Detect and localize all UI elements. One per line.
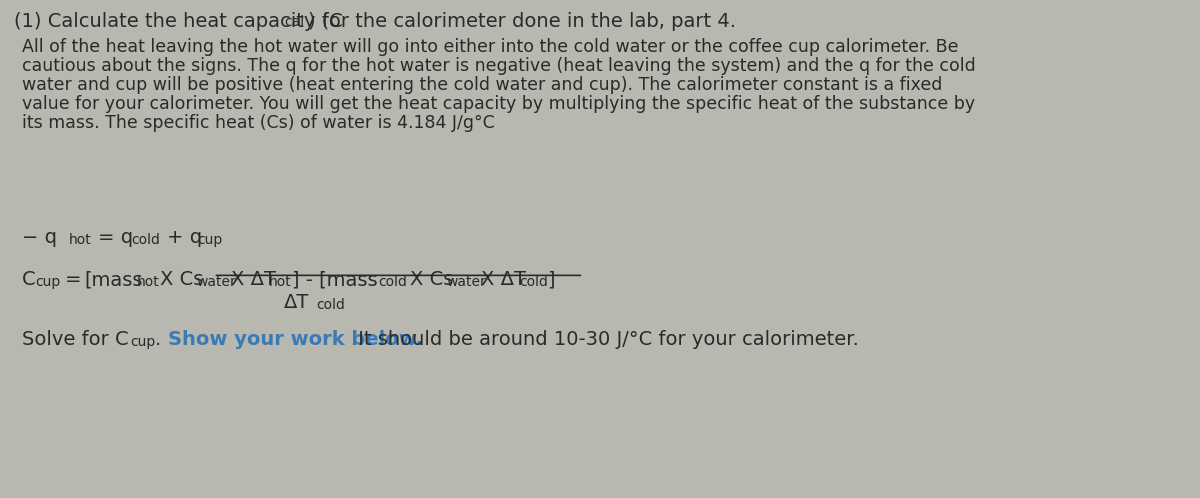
Text: (1) Calculate the heat capacity (C: (1) Calculate the heat capacity (C: [14, 12, 343, 31]
Text: its mass. The specific heat (Cs) of water is 4.184 J/g°C: its mass. The specific heat (Cs) of wate…: [22, 114, 494, 132]
Text: cal: cal: [284, 15, 304, 29]
Text: X Cs: X Cs: [410, 270, 454, 289]
Text: cold: cold: [131, 233, 160, 247]
Text: water: water: [196, 275, 235, 289]
Text: Show your work below.: Show your work below.: [168, 330, 422, 349]
Text: − q: − q: [22, 228, 58, 247]
Text: cup: cup: [35, 275, 60, 289]
Text: hot: hot: [70, 233, 91, 247]
Text: X Cs: X Cs: [160, 270, 203, 289]
Text: cup: cup: [197, 233, 222, 247]
Text: C: C: [22, 270, 36, 289]
Text: [mass: [mass: [84, 270, 143, 289]
Text: Solve for C: Solve for C: [22, 330, 128, 349]
Text: = q: = q: [98, 228, 133, 247]
Text: cold: cold: [316, 298, 344, 312]
Text: + q: + q: [167, 228, 202, 247]
Text: ) for the calorimeter done in the lab, part 4.: ) for the calorimeter done in the lab, p…: [308, 12, 736, 31]
Text: ]: ]: [547, 270, 554, 289]
Text: cold: cold: [520, 275, 548, 289]
Text: X ΔT: X ΔT: [230, 270, 276, 289]
Text: hot: hot: [269, 275, 292, 289]
Text: cold: cold: [378, 275, 407, 289]
Text: X ΔT: X ΔT: [481, 270, 526, 289]
Text: water: water: [446, 275, 486, 289]
Text: .: .: [155, 330, 168, 349]
Text: cup: cup: [130, 335, 155, 349]
Text: ΔT: ΔT: [284, 293, 310, 312]
Text: hot: hot: [137, 275, 160, 289]
Text: cautious about the signs. The q for the hot water is negative (heat leaving the : cautious about the signs. The q for the …: [22, 57, 976, 75]
Text: value for your calorimeter. You will get the heat capacity by multiplying the sp: value for your calorimeter. You will get…: [22, 95, 976, 113]
Text: All of the heat leaving the hot water will go into either into the cold water or: All of the heat leaving the hot water wi…: [22, 38, 959, 56]
Text: water and cup will be positive (heat entering the cold water and cup). The calor: water and cup will be positive (heat ent…: [22, 76, 942, 94]
Text: =: =: [65, 270, 82, 289]
Text: It should be around 10-30 J/°C for your calorimeter.: It should be around 10-30 J/°C for your …: [352, 330, 859, 349]
Text: ] - [mass: ] - [mass: [292, 270, 378, 289]
